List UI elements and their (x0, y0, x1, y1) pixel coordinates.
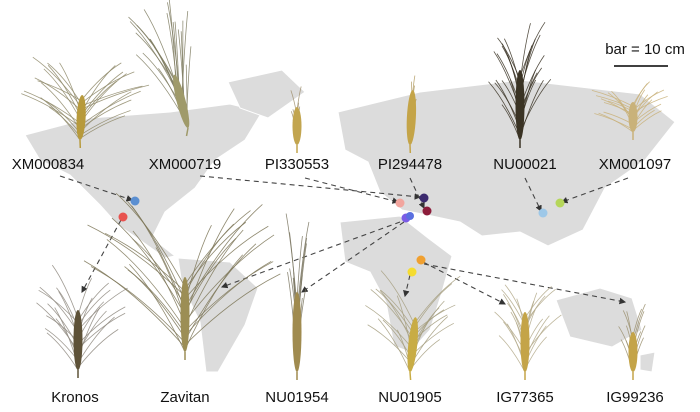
site (539, 209, 548, 218)
awn (37, 303, 78, 351)
awn (39, 290, 78, 323)
accession-label: XM000719 (149, 156, 222, 173)
awn (33, 57, 82, 107)
wheat-spike (37, 265, 128, 378)
spike-head (521, 312, 530, 372)
spike-head (629, 102, 638, 132)
wheat-spike (286, 214, 309, 380)
accession-label: XM000834 (12, 156, 85, 173)
awn (502, 290, 525, 326)
spike-head (74, 310, 83, 370)
accession-label: PI294478 (378, 156, 442, 173)
awn (78, 283, 109, 321)
awn (81, 81, 116, 119)
accession-label: IG77365 (496, 389, 554, 406)
site (556, 199, 565, 208)
site (396, 199, 405, 208)
site (131, 197, 140, 206)
awn (130, 21, 181, 100)
site (420, 194, 429, 203)
wheat-spike (495, 285, 562, 380)
scale-bar: bar = 10 cm (605, 41, 685, 66)
site (417, 256, 426, 265)
awn (286, 214, 297, 306)
accession-label: NU01954 (265, 389, 328, 406)
awn (128, 270, 185, 334)
site (423, 207, 432, 216)
accession-label: NU00021 (493, 156, 556, 173)
awn (38, 81, 82, 101)
spike-head (293, 107, 302, 145)
site (408, 268, 417, 277)
awn (525, 286, 552, 318)
awn (78, 313, 125, 349)
spike-head (516, 70, 525, 140)
accession-label: PI330553 (265, 156, 329, 173)
stem (410, 372, 411, 380)
awn (125, 267, 185, 338)
site (406, 212, 414, 220)
accession-label: XM001097 (599, 156, 672, 173)
scale-label: bar = 10 cm (605, 41, 685, 58)
spike-head (293, 292, 302, 372)
accession-label: Zavitan (160, 389, 209, 406)
site (119, 213, 128, 222)
awn (525, 315, 561, 354)
accession-label: Kronos (51, 389, 99, 406)
accession-label: NU01905 (378, 389, 441, 406)
spike-head (181, 277, 190, 352)
accession-label: IG99236 (606, 389, 664, 406)
awn (78, 329, 118, 367)
spike-head (629, 332, 638, 372)
